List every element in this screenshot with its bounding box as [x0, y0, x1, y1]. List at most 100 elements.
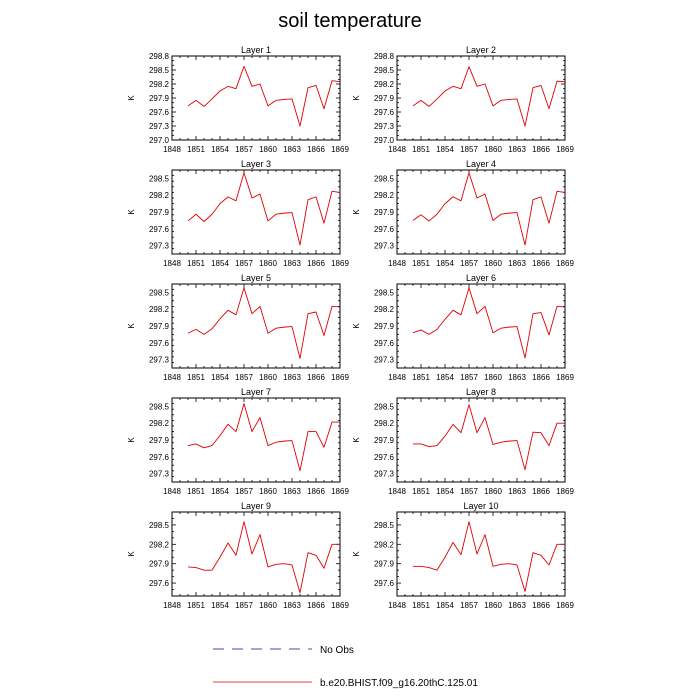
panel-title: Layer 6 — [466, 273, 496, 283]
y-tick-label: 298.2 — [149, 191, 170, 200]
x-tick-label: 1860 — [484, 487, 502, 496]
y-tick-label: 298.8 — [149, 52, 170, 61]
x-tick-label: 1863 — [508, 487, 526, 496]
y-tick-label: 298.8 — [374, 52, 395, 61]
x-tick-label: 1860 — [484, 145, 502, 154]
y-axis-label: K — [352, 437, 361, 443]
plot-frame — [396, 169, 566, 255]
x-tick-label: 1869 — [331, 487, 349, 496]
x-tick-label: 1857 — [460, 601, 478, 610]
x-tick-label: 1848 — [163, 601, 181, 610]
y-tick-label: 298.5 — [374, 288, 395, 297]
x-tick-label: 1869 — [556, 373, 574, 382]
y-tick-label: 298.5 — [374, 174, 395, 183]
x-tick-label: 1863 — [508, 601, 526, 610]
x-tick-label: 1869 — [331, 601, 349, 610]
panel-layer-5: Layer 5 K 1848 1851 1854 1857 1860 1863 1866 1869… — [127, 273, 349, 382]
series-line — [187, 172, 341, 246]
x-tick-label: 1866 — [532, 601, 550, 610]
y-tick-label: 298.2 — [149, 540, 170, 549]
panel-layer-4: Layer 4 K 1848 1851 1854 1857 1860 1863 1866 1869… — [352, 159, 574, 268]
x-tick-label: 1860 — [484, 259, 502, 268]
panel-title: Layer 1 — [241, 45, 271, 55]
x-tick-label: 1863 — [508, 259, 526, 268]
x-tick-label: 1857 — [460, 487, 478, 496]
x-tick-label: 1860 — [259, 259, 277, 268]
x-tick-label: 1863 — [508, 373, 526, 382]
y-tick-label: 297.3 — [374, 356, 395, 365]
panel-title: Layer 8 — [466, 387, 496, 397]
x-tick-label: 1866 — [307, 601, 325, 610]
x-tick-label: 1869 — [556, 259, 574, 268]
x-tick-label: 1866 — [532, 373, 550, 382]
x-tick-label: 1848 — [388, 601, 406, 610]
y-axis-label: K — [352, 209, 361, 215]
x-tick-label: 1854 — [436, 145, 454, 154]
x-tick-label: 1854 — [211, 259, 229, 268]
x-tick-label: 1848 — [388, 259, 406, 268]
x-tick-label: 1851 — [412, 487, 430, 496]
y-tick-label: 297.3 — [374, 122, 395, 131]
y-tick-label: 297.6 — [374, 225, 395, 234]
x-tick-label: 1848 — [163, 487, 181, 496]
y-axis-label: K — [352, 95, 361, 101]
y-tick-label: 297.3 — [374, 470, 395, 479]
y-tick-label: 297.9 — [374, 208, 395, 217]
x-tick-label: 1851 — [412, 145, 430, 154]
x-tick-label: 1854 — [211, 601, 229, 610]
x-tick-label: 1869 — [331, 373, 349, 382]
x-tick-label: 1866 — [307, 373, 325, 382]
y-tick-label: 298.5 — [149, 288, 170, 297]
panel-title: Layer 4 — [466, 159, 496, 169]
panel-title: Layer 3 — [241, 159, 271, 169]
x-tick-label: 1851 — [187, 601, 205, 610]
x-tick-label: 1866 — [307, 145, 325, 154]
x-tick-label: 1857 — [235, 373, 253, 382]
y-tick-label: 297.3 — [374, 242, 395, 251]
y-tick-label: 298.2 — [374, 305, 395, 314]
plot-frame — [396, 397, 566, 483]
y-tick-label: 297.6 — [374, 108, 395, 117]
y-tick-label: 297.9 — [149, 94, 170, 103]
series-line — [187, 403, 340, 472]
legend-label: b.e20.BHIST.f09_g16.20thC.125.01 — [320, 678, 478, 689]
x-tick-label: 1854 — [211, 373, 229, 382]
plot-frame — [171, 397, 341, 483]
y-tick-label: 297.6 — [374, 339, 395, 348]
y-tick-label: 297.6 — [374, 579, 395, 588]
x-tick-label: 1857 — [460, 373, 478, 382]
x-tick-label: 1866 — [532, 145, 550, 154]
panel-layer-9: Layer 9 K 1848 1851 1854 1857 1860 1863 1866 1869… — [127, 501, 349, 610]
panel-layer-2: Layer 2 K 1848 1851 1854 1857 1860 1863 1866 1869… — [352, 45, 574, 154]
y-tick-label: 297.6 — [149, 225, 170, 234]
y-tick-label: 297.9 — [374, 436, 395, 445]
plot-frame — [171, 55, 341, 141]
series-line — [412, 66, 566, 127]
panel-layer-1: Layer 1 K 1848 1851 1854 1857 1860 1863 1866 1869… — [127, 45, 349, 154]
x-tick-label: 1863 — [283, 601, 301, 610]
panel-title: Layer 9 — [241, 501, 271, 511]
y-tick-label: 298.2 — [374, 540, 395, 549]
series-line — [413, 521, 565, 592]
x-tick-label: 1848 — [163, 259, 181, 268]
y-tick-label: 298.5 — [374, 402, 395, 411]
x-tick-label: 1857 — [460, 145, 478, 154]
panel-layer-10: Layer 10 K 1848 1851 1854 1857 1860 1863 1866 186… — [352, 501, 574, 610]
figure-title: soil temperature — [278, 10, 421, 32]
panel-title: Layer 7 — [241, 387, 271, 397]
plot-frame — [396, 55, 566, 141]
x-tick-label: 1857 — [235, 259, 253, 268]
y-tick-label: 297.9 — [149, 436, 170, 445]
y-tick-label: 297.9 — [149, 322, 170, 331]
x-tick-label: 1851 — [187, 487, 205, 496]
x-tick-label: 1860 — [484, 373, 502, 382]
x-tick-label: 1848 — [388, 145, 406, 154]
x-tick-label: 1854 — [436, 601, 454, 610]
plot-frame — [171, 283, 341, 369]
y-tick-label: 298.5 — [149, 402, 170, 411]
y-axis-label: K — [127, 551, 136, 557]
y-tick-label: 298.2 — [374, 80, 395, 89]
y-axis-label: K — [352, 323, 361, 329]
series-line — [187, 287, 341, 359]
